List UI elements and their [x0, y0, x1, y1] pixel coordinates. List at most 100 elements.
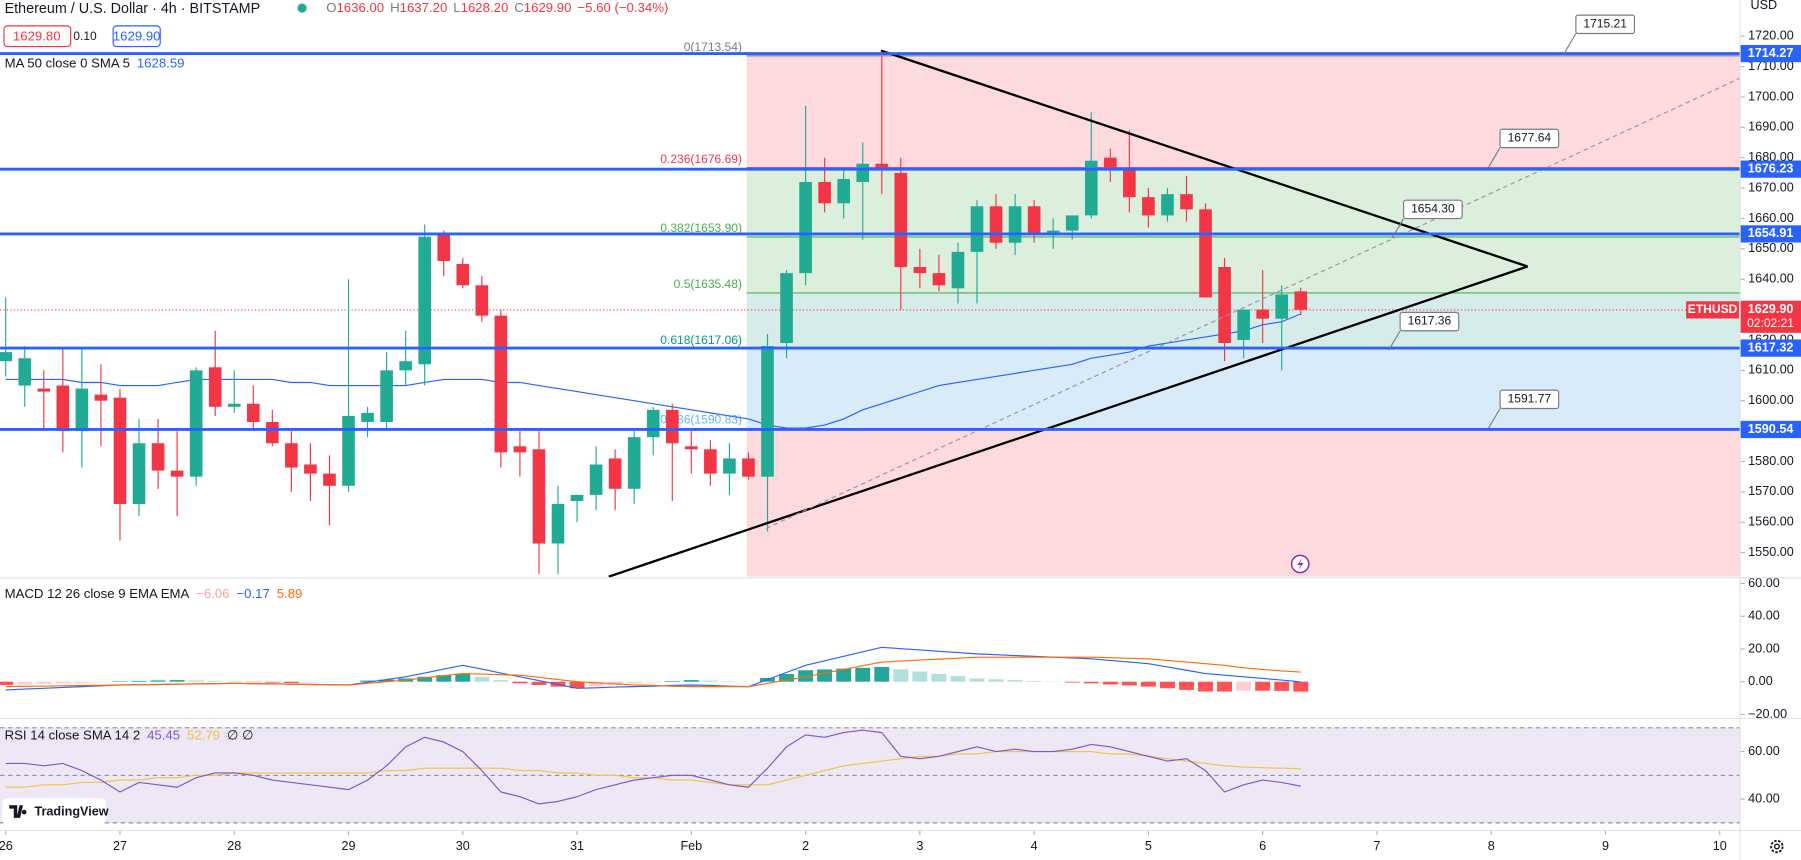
ohlc-key: C [514, 1, 524, 16]
x-tick-label: 4 [1031, 839, 1038, 853]
x-tick-label: 3 [916, 839, 923, 853]
price-label: 1654.91 [1748, 226, 1794, 240]
ask[interactable]: 1629.90 [113, 28, 161, 43]
x-tick-label: 26 [0, 839, 13, 853]
histogram-bar [188, 680, 204, 682]
price-label: 1676.23 [1748, 161, 1794, 175]
candle-body [913, 267, 927, 274]
y-tick-label: 1720.00 [1748, 29, 1794, 43]
bid[interactable]: 1629.80 [13, 28, 61, 43]
candle-body [456, 264, 470, 286]
settings-icon[interactable] [1770, 839, 1784, 854]
sell-button[interactable] [3, 25, 72, 48]
histogram-bar [36, 681, 52, 684]
y-tick-label: −20.00 [1748, 707, 1787, 721]
price-label-box [1740, 225, 1801, 243]
candle-body [589, 464, 603, 495]
gear-inner[interactable] [1773, 843, 1780, 850]
candle-body [1046, 230, 1060, 234]
callout-label: 1677.64 [1508, 131, 1552, 145]
last-price-box [1740, 300, 1801, 333]
candle-body [532, 449, 546, 544]
candle-body [75, 388, 89, 432]
fib-zone [746, 167, 1741, 237]
histogram-bar [1217, 681, 1233, 692]
candle-body [494, 315, 508, 453]
candle-body [742, 458, 755, 477]
candle-body [266, 421, 279, 444]
candle-body [37, 388, 51, 392]
histogram-bar [379, 679, 395, 682]
candle-body [1065, 215, 1079, 231]
price-label-box [1740, 420, 1801, 439]
candle-body [646, 409, 660, 438]
histogram-bar [912, 671, 928, 682]
histogram-bar [1121, 681, 1137, 686]
candle-body [437, 233, 451, 261]
logo-box[interactable] [2, 798, 106, 825]
candle-body [18, 358, 32, 386]
histogram-bar [855, 667, 871, 682]
candle-body [304, 464, 317, 474]
logo-text[interactable]: TradingView [34, 804, 108, 818]
triangle-upper [880, 49, 1528, 268]
y-tick-label: 1600.00 [1748, 393, 1794, 407]
y-tick-label: 1650.00 [1748, 241, 1794, 255]
candle-body [608, 458, 622, 489]
candle-body [1123, 169, 1136, 198]
logo-mark[interactable] [9, 805, 27, 818]
callout-pointer [1488, 408, 1501, 429]
candle-body [1294, 291, 1308, 310]
histogram-bar [1255, 681, 1271, 691]
legend-value: 5.89 [277, 586, 303, 601]
icon-bolt[interactable] [1297, 558, 1304, 571]
histogram-bar [169, 680, 185, 682]
y-tick-label: 1670.00 [1748, 180, 1794, 194]
candle-body [113, 397, 127, 505]
ohlc-value: 1629.90 [524, 1, 572, 16]
fib-label: 0.786(1590.83) [660, 413, 742, 427]
logo[interactable]: TradingView [2, 798, 109, 825]
y-tick-label: 1580.00 [1748, 454, 1794, 468]
ohlc-value: 1636.00 [336, 1, 384, 16]
overlay-layer: 1714.27 1676.23 1654.91 1617.32 1590.54 1715.… [0, 14, 1801, 439]
candle-body [627, 437, 641, 489]
candle-body [1142, 197, 1155, 216]
legend-value: ∅ ∅ [227, 728, 254, 743]
y-tick-label: 0.00 [1748, 674, 1773, 688]
candle-body [151, 443, 165, 471]
candle-body [285, 443, 298, 468]
y-tick-label: 1640.00 [1748, 272, 1794, 286]
histogram-bar [874, 666, 890, 682]
candle-body [1237, 309, 1250, 340]
candle-body [380, 370, 393, 422]
countdown: 02:02:21 [1747, 316, 1794, 330]
histogram-bar [1179, 681, 1194, 690]
histogram-bar [798, 670, 814, 682]
buy-button[interactable] [112, 25, 161, 48]
candle-body [761, 346, 774, 477]
price-label-box [1740, 339, 1801, 357]
histogram-bar [283, 681, 299, 684]
histogram-bar [1102, 681, 1118, 685]
header-backdrop [0, 0, 690, 19]
legend: RSI 14 close SMA 14 2 45.45 52.79 ∅ ∅ [5, 728, 254, 743]
candle-body [685, 446, 698, 450]
fib-zone [746, 348, 1741, 429]
ohlc-key: H [390, 1, 400, 16]
candle-body [0, 352, 13, 362]
lightning-icon[interactable] [1290, 554, 1310, 574]
candle-body [342, 415, 355, 486]
gear-outer[interactable] [1770, 839, 1784, 854]
candle-body [1275, 294, 1289, 319]
x-tick-label: 30 [456, 839, 470, 853]
candle-body [818, 181, 831, 204]
x-tick-label: 10 [1713, 839, 1727, 853]
candle-body [894, 172, 908, 268]
histogram-bar [264, 681, 280, 683]
histogram-bar [683, 680, 699, 682]
histogram-bar [664, 681, 680, 682]
ohlc-value: 1637.20 [400, 1, 448, 16]
candle-body [951, 251, 965, 289]
